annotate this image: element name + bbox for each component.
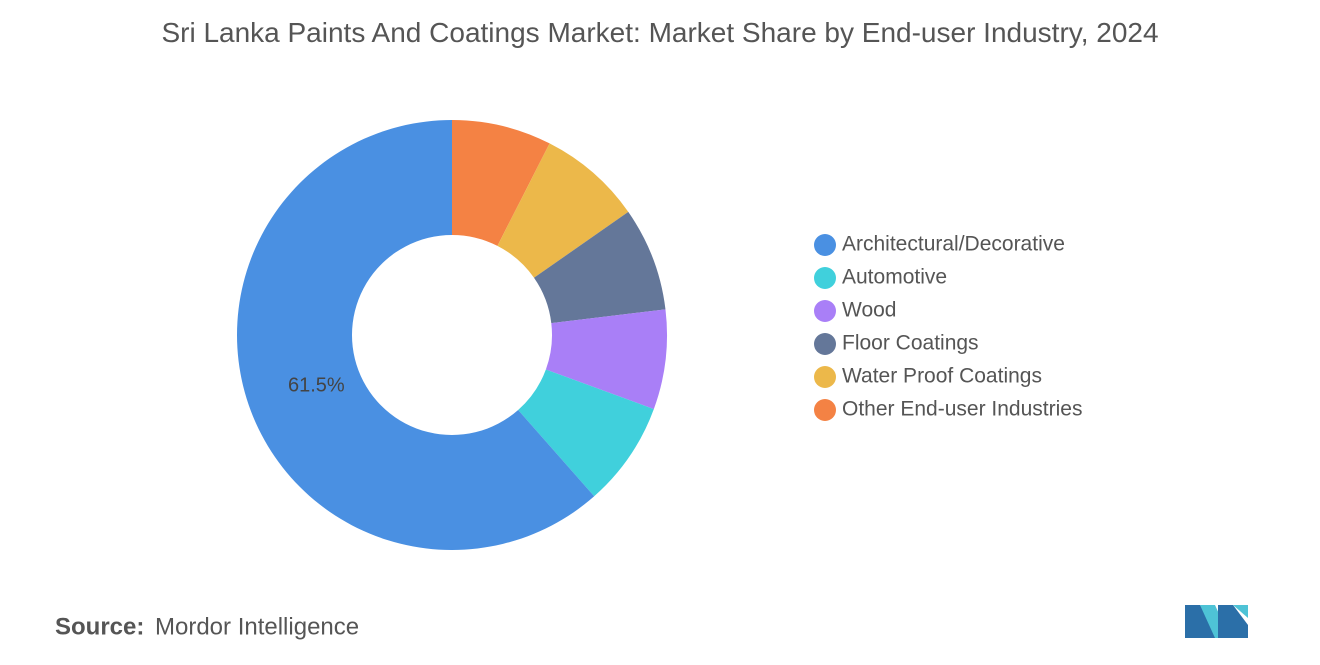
legend-marker [814, 399, 836, 421]
chart-title: Sri Lanka Paints And Coatings Market: Ma… [161, 17, 1159, 48]
legend-label: Other End-user Industries [842, 398, 1082, 421]
legend-marker [814, 366, 836, 388]
legend-marker [814, 333, 836, 355]
legend-label: Wood [842, 299, 896, 322]
donut-slice [236, 120, 595, 550]
logo [1185, 605, 1248, 638]
legend-label: Architectural/Decorative [842, 233, 1065, 256]
donut-slice [452, 120, 550, 246]
legend-marker [814, 300, 836, 322]
donut-slice [518, 369, 654, 497]
donut-slice [545, 309, 667, 410]
legend-marker [814, 267, 836, 289]
source-label: Source: [55, 613, 144, 640]
legend-label: Water Proof Coatings [842, 365, 1042, 388]
legend-label: Floor Coatings [842, 332, 979, 355]
data-label: 61.5% [288, 375, 345, 397]
legend-label: Automotive [842, 266, 947, 289]
donut-slice [533, 211, 666, 324]
legend: Architectural/Decorative Automotive Wood Fl… [814, 233, 1082, 421]
donut-slice [497, 143, 629, 278]
source-name: Mordor Intelligence [155, 613, 359, 640]
legend-marker [814, 234, 836, 256]
donut: 61.5% [236, 120, 667, 550]
